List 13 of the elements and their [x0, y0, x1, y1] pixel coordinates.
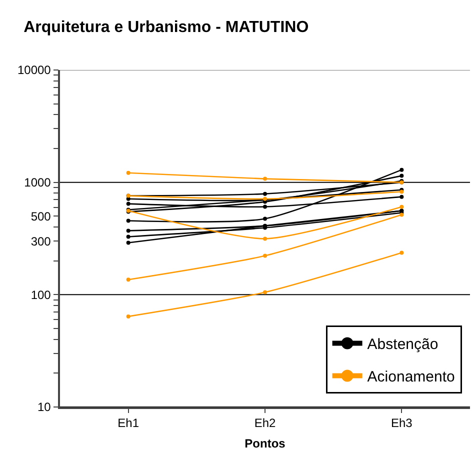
- y-tick-label: 100: [30, 288, 52, 302]
- y-tick-label: 500: [30, 209, 52, 224]
- chart-title: Arquitetura e Urbanismo - MATUTINO: [24, 18, 309, 36]
- x-tick-label: Eh3: [390, 416, 413, 430]
- x-tick-label: Eh1: [118, 416, 140, 430]
- x-axis-title: Pontos: [244, 436, 286, 451]
- y-tick-label: 1000: [24, 176, 52, 190]
- y-tick-label: 300: [30, 234, 52, 248]
- y-tick-label: 10000: [17, 63, 52, 78]
- x-tick-label: Eh2: [254, 416, 276, 430]
- y-tick-label: 10: [37, 400, 52, 414]
- legend-label: Acionamento: [367, 368, 455, 386]
- legend-label: Abstenção: [367, 336, 438, 354]
